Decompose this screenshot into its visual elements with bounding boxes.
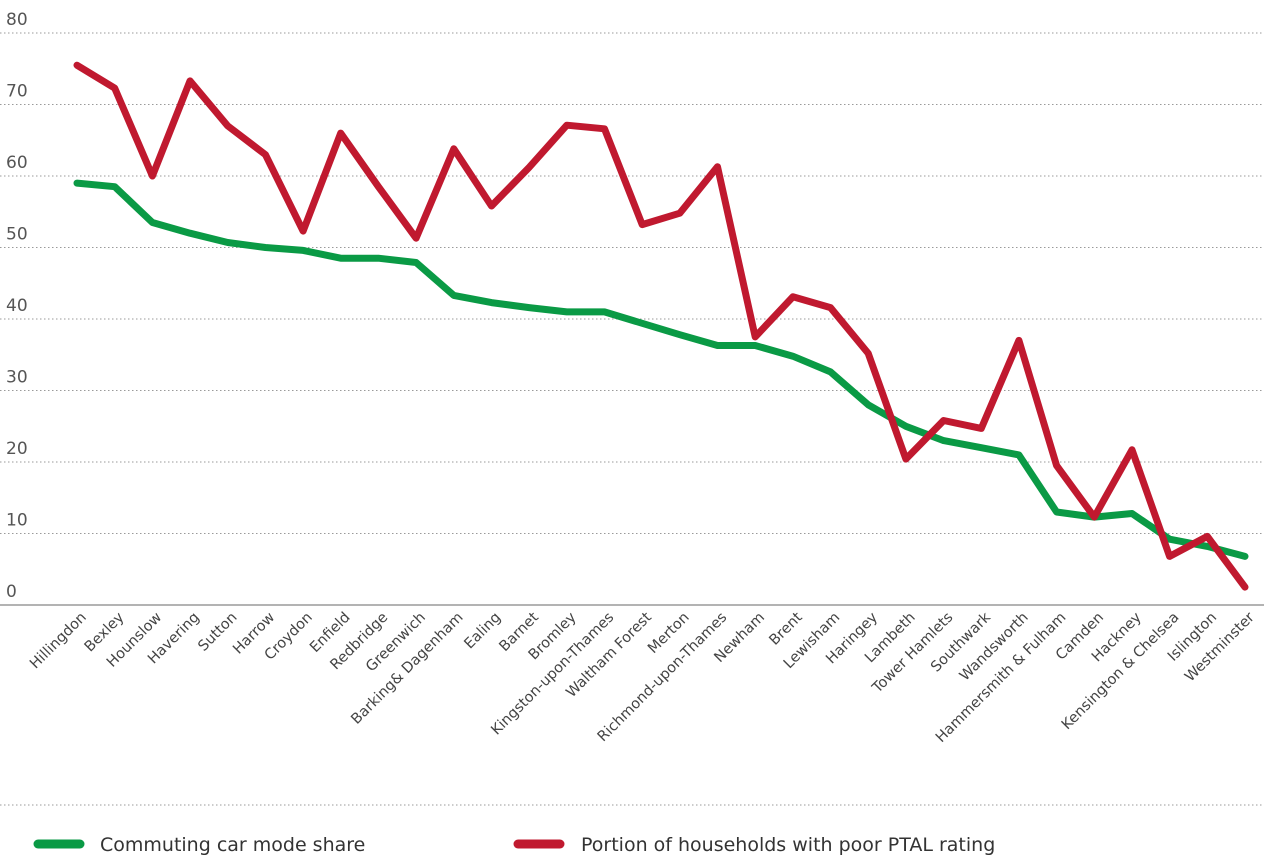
gridlines [0,32,1264,806]
y-tick-label: 70 [6,82,28,102]
x-tick-label: Hillingdon [27,610,90,673]
y-tick-label: 60 [6,153,28,173]
y-tick-label: 40 [6,296,28,316]
y-axis-ticks: 0 10 20 30 40 50 60 70 80 [6,10,28,602]
y-tick-label: 20 [6,439,28,459]
series-line-1 [73,61,1249,591]
y-tick-label: 30 [6,368,28,388]
x-axis-ticks: HillingdonBexleyHounslowHaveringSuttonHa… [27,609,1258,746]
legend-label-1: Portion of households with poor PTAL rat… [581,834,995,856]
legend-label-0: Commuting car mode share [100,834,365,856]
y-tick-label: 10 [6,511,28,531]
y-tick-label: 50 [6,225,28,245]
legend: Commuting car mode share Portion of house… [33,834,995,856]
y-tick-label: 0 [6,582,17,602]
series-line-0 [73,179,1249,560]
y-tick-label: 80 [6,10,28,30]
series-lines [73,61,1249,591]
